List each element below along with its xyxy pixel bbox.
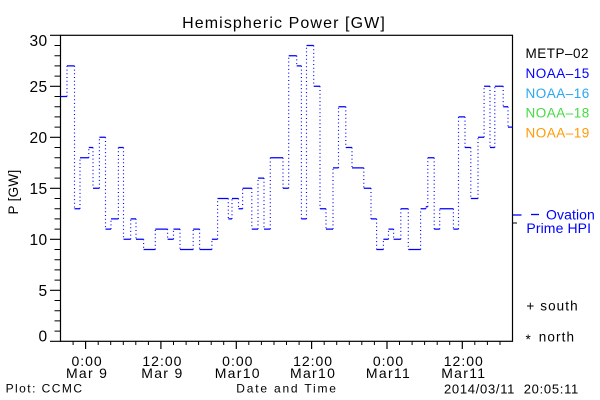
svg-text:12:00: 12:00 (293, 353, 333, 369)
svg-text:Mar 9: Mar 9 (141, 365, 183, 381)
svg-text:NOAA–15: NOAA–15 (526, 66, 590, 81)
svg-text:5: 5 (38, 283, 47, 300)
svg-text:Hemispheric Power [GW]: Hemispheric Power [GW] (182, 15, 386, 32)
svg-text:10: 10 (29, 232, 47, 249)
svg-text:Mar10: Mar10 (215, 365, 261, 381)
svg-text:Mar11: Mar11 (366, 365, 411, 381)
svg-text:Prime HPI: Prime HPI (526, 220, 591, 236)
svg-text:Mar10: Mar10 (290, 365, 336, 381)
svg-text:Ovation: Ovation (546, 206, 595, 222)
svg-text:0: 0 (38, 329, 47, 346)
svg-text:15: 15 (29, 181, 47, 198)
svg-text:NOAA–19: NOAA–19 (526, 126, 590, 141)
svg-text:0:00: 0:00 (222, 353, 253, 369)
svg-text:Mar11: Mar11 (441, 365, 486, 381)
svg-text:NOAA–16: NOAA–16 (526, 86, 590, 101)
svg-text:north: north (539, 330, 575, 345)
svg-text:*: * (526, 332, 532, 347)
svg-text:2014/03/11 20:05:11: 2014/03/11 20:05:11 (444, 382, 579, 397)
svg-text:30: 30 (29, 33, 47, 50)
svg-text:Date and Time: Date and Time (236, 382, 337, 396)
svg-text:12:00: 12:00 (444, 353, 484, 369)
svg-text:Plot: CCMC: Plot: CCMC (6, 382, 84, 396)
svg-text:+ south: + south (526, 299, 578, 314)
svg-text:METP–02: METP–02 (526, 46, 590, 61)
svg-text:P [GW]: P [GW] (6, 169, 21, 214)
svg-text:25: 25 (29, 79, 47, 96)
svg-text:0:00: 0:00 (71, 353, 102, 369)
svg-text:0:00: 0:00 (373, 353, 404, 369)
svg-text:Mar 9: Mar 9 (66, 365, 108, 381)
svg-text:NOAA–18: NOAA–18 (526, 106, 590, 121)
svg-text:20: 20 (29, 130, 47, 147)
svg-text:12:00: 12:00 (142, 353, 182, 369)
